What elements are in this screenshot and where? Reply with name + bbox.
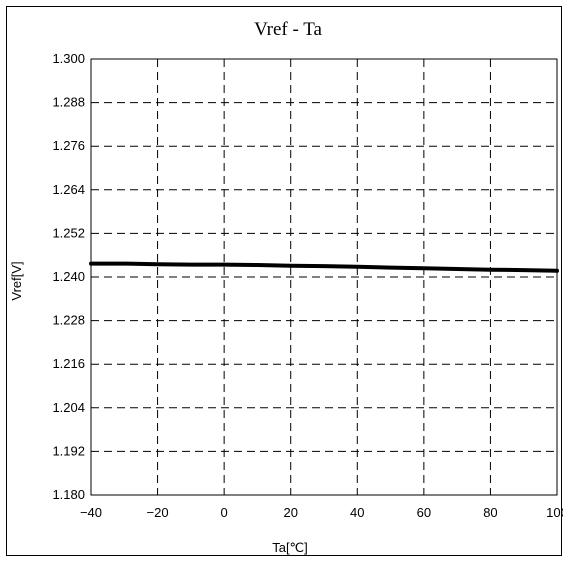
y-tick-label: 1.252 — [52, 225, 85, 240]
y-tick-label: 1.216 — [52, 356, 85, 371]
chart-svg: Vref - Ta 1.180 1.192 1.204 1.216 1.228 1.240… — [9, 19, 563, 555]
x-tick-label: −20 — [147, 505, 169, 520]
y-tick-label: 1.288 — [52, 95, 85, 110]
y-tick-label: 1.180 — [52, 487, 85, 502]
y-tick-label: 1.240 — [52, 269, 85, 284]
grid-layer — [91, 59, 557, 495]
y-tick-label: 1.192 — [52, 443, 85, 458]
y-tick-label: 1.204 — [52, 400, 85, 415]
y-tick-label: 1.276 — [52, 138, 85, 153]
y-axis-title: Vref[V] — [9, 261, 24, 300]
x-tick-label: 80 — [483, 505, 497, 520]
x-tick-label: 100 — [546, 505, 563, 520]
y-tick-label: 1.228 — [52, 313, 85, 328]
chart-frame: Vref - Ta 1.180 1.192 1.204 1.216 1.228 1.240… — [6, 6, 563, 556]
plot-border — [90, 58, 558, 496]
x-tick-labels: −40 −20 0 20 40 60 80 100 — [80, 505, 563, 520]
x-tick-label: 20 — [283, 505, 297, 520]
series-line — [89, 261, 559, 273]
y-tick-labels: 1.180 1.192 1.204 1.216 1.228 1.240 1.252 1.264… — [52, 51, 85, 502]
x-tick-label: 0 — [221, 505, 228, 520]
x-tick-label: 40 — [350, 505, 364, 520]
y-tick-label: 1.300 — [52, 51, 85, 66]
x-tick-label: −40 — [80, 505, 102, 520]
x-axis-title: Ta[℃] — [272, 540, 308, 555]
series-layer — [89, 261, 559, 273]
x-tick-label: 60 — [417, 505, 431, 520]
chart-title: Vref - Ta — [254, 19, 322, 40]
y-tick-label: 1.264 — [52, 182, 85, 197]
